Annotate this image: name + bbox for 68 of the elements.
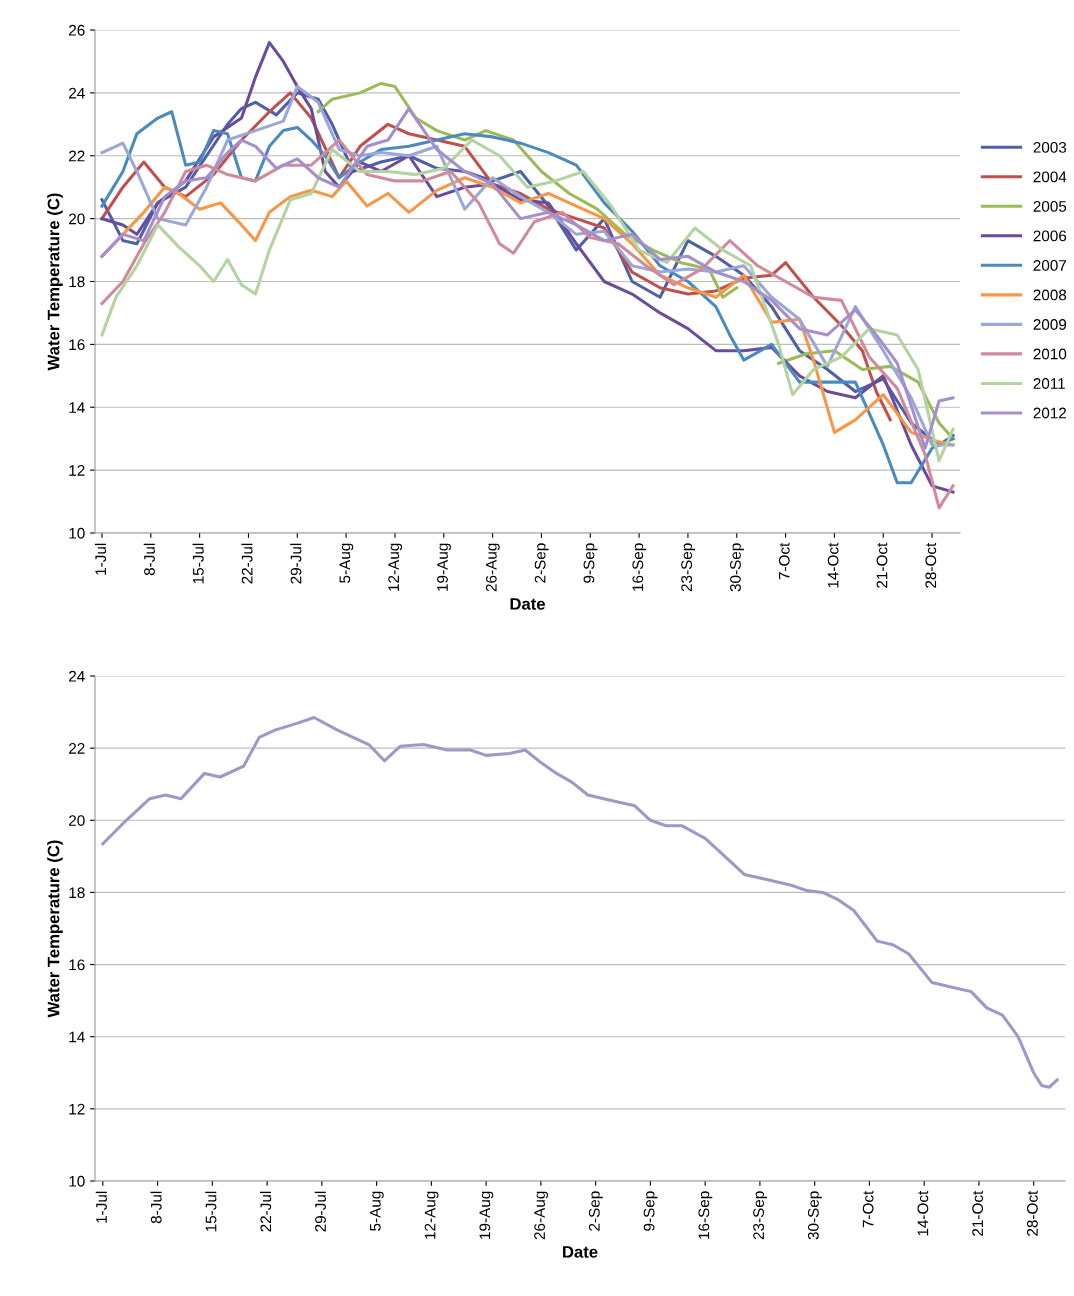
x-tick-label: 15-Jul — [205, 1191, 217, 1232]
legend-label: 2003 — [1033, 141, 1067, 153]
x-tick-label: 16-Sep — [698, 1191, 713, 1239]
x-axis-title: Date — [563, 1246, 598, 1258]
y-tick-label: 26 — [69, 24, 85, 36]
y-tick-label: 18 — [69, 276, 85, 288]
legend-label: 2010 — [1033, 348, 1067, 360]
x-tick-label: 19-Aug — [437, 543, 451, 591]
legend-label: 2004 — [1033, 171, 1067, 183]
x-tick-label: 28-Oct — [925, 542, 937, 588]
y-axis-title: Water Temperature (C) — [47, 840, 63, 1018]
x-tick-label: 22-Jul — [241, 543, 253, 584]
y-tick-label: 10 — [69, 527, 85, 539]
x-tick-label: 14-Oct — [917, 1190, 929, 1236]
x-tick-label: 30-Sep — [730, 543, 744, 592]
x-tick-label: 8-Jul — [143, 543, 155, 576]
x-tick-label: 21-Oct — [876, 542, 888, 588]
x-tick-label: 14-Oct — [827, 542, 839, 588]
x-tick-label: 29-Jul — [314, 1191, 326, 1232]
y-axis-title: Water Temperature (C) — [47, 193, 63, 371]
x-tick-label: 21-Oct — [972, 1190, 984, 1236]
x-tick-label: 2-Sep — [588, 1191, 603, 1231]
y-tick-label: 16 — [69, 959, 85, 971]
y-tick-label: 18 — [69, 887, 85, 899]
legend-label: 2007 — [1033, 260, 1067, 271]
x-tick-label: 29-Jul — [290, 543, 302, 584]
y-tick-label: 12 — [69, 1103, 85, 1115]
legend-label: 2012 — [1033, 407, 1067, 419]
y-tick-label: 14 — [69, 1031, 85, 1043]
x-tick-label: 9-Sep — [643, 1191, 658, 1231]
x-tick-label: 16-Sep — [632, 543, 647, 591]
x-axis-title: Date — [510, 598, 545, 610]
x-tick-label: 12-Aug — [424, 1191, 439, 1239]
legend-label: 2006 — [1033, 230, 1067, 242]
y-tick-label: 20 — [69, 213, 85, 225]
x-tick-label: 23-Sep — [681, 543, 696, 592]
y-tick-label: 22 — [69, 743, 85, 754]
line-series — [101, 715, 1059, 1089]
x-tick-label: 1-Jul — [95, 1191, 107, 1223]
x-tick-label: 2-Sep — [534, 543, 549, 583]
legend-label: 2011 — [1033, 378, 1065, 389]
x-tick-label: 5-Aug — [339, 543, 354, 583]
x-tick-label: 15-Jul — [192, 543, 204, 584]
x-tick-label: 8-Jul — [150, 1191, 162, 1224]
legend-label: 2005 — [1033, 200, 1067, 212]
x-tick-label: 9-Sep — [583, 543, 598, 583]
legend-label: 2008 — [1033, 289, 1067, 301]
x-tick-label: 30-Sep — [807, 1191, 822, 1240]
x-tick-label: 19-Aug — [479, 1191, 494, 1239]
y-tick-label: 22 — [69, 150, 85, 162]
legend-label: 2009 — [1033, 319, 1067, 330]
x-tick-label: 28-Oct — [1026, 1190, 1038, 1236]
x-tick-label: 12-Aug — [388, 543, 403, 591]
y-tick-label: 20 — [69, 815, 85, 826]
x-tick-label: 26-Aug — [485, 543, 500, 592]
x-tick-label: 7-Oct — [778, 542, 790, 580]
x-tick-label: 22-Jul — [259, 1191, 272, 1232]
x-tick-label: 26-Aug — [534, 1191, 549, 1240]
y-tick-label: 10 — [69, 1175, 85, 1187]
x-tick-label: 23-Sep — [753, 1191, 768, 1240]
x-tick-label: 5-Aug — [370, 1191, 384, 1231]
x-tick-label: 7-Oct — [862, 1190, 874, 1228]
x-tick-label: 1-Jul — [94, 543, 107, 575]
y-tick-label: 14 — [69, 402, 85, 413]
y-tick-label: 16 — [69, 339, 85, 351]
y-tick-label: 24 — [69, 670, 85, 682]
y-tick-label: 12 — [69, 464, 85, 476]
y-tick-label: 24 — [69, 87, 85, 99]
